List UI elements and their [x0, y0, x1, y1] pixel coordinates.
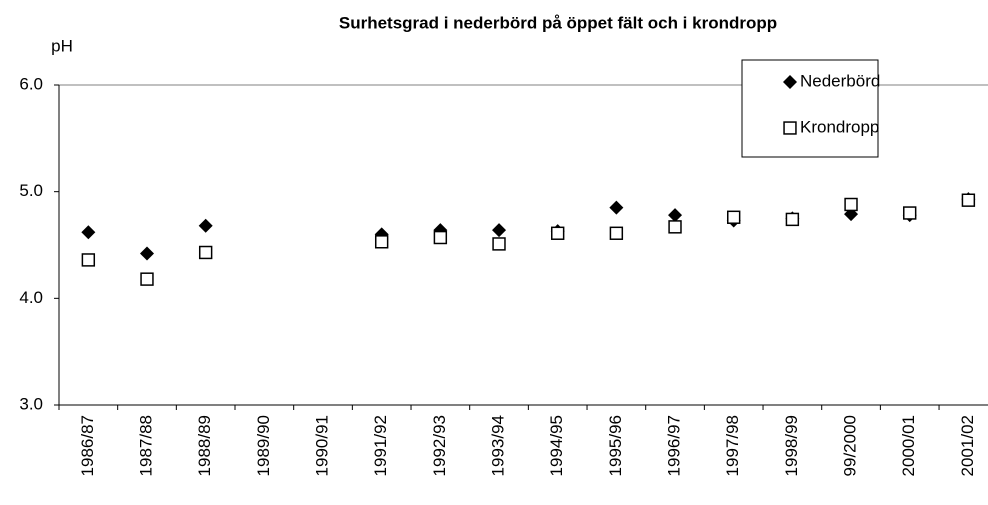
x-tick-label: 1986/87 [78, 415, 97, 476]
x-tick-label: 1990/91 [312, 415, 331, 476]
data-point [727, 210, 741, 224]
data-point [81, 253, 96, 267]
y-tick-label: 5.0 [19, 181, 43, 200]
data-point [374, 235, 389, 249]
data-point [668, 220, 682, 234]
x-tick-label: 1988/89 [195, 415, 214, 476]
x-tick-label: 1996/97 [665, 415, 684, 476]
x-tick-label: 1997/98 [723, 415, 742, 476]
x-tick-label: 1992/93 [430, 415, 449, 476]
legend-label: Nederbörd [800, 71, 880, 90]
data-point [550, 226, 565, 240]
legend-marker [783, 121, 797, 135]
y-axis-label: pH [51, 36, 73, 55]
data-point [844, 197, 858, 212]
x-tick-label: 1995/96 [606, 415, 625, 476]
data-point [140, 246, 155, 261]
legend-box [741, 59, 879, 158]
x-tick-label: 1991/92 [371, 415, 390, 476]
data-point [81, 225, 96, 240]
data-point [140, 272, 154, 286]
y-tick-label: 6.0 [19, 74, 43, 93]
data-point [609, 200, 624, 215]
data-point [609, 226, 624, 240]
data-point [668, 208, 683, 223]
data-point [492, 237, 506, 251]
x-tick-label: 2001/02 [958, 415, 977, 476]
x-tick-label: 1987/88 [136, 415, 155, 476]
x-tick-label: 1998/99 [782, 415, 801, 476]
data-point [198, 245, 213, 260]
x-tick-label: 1994/95 [547, 415, 566, 476]
x-tick-label: 2000/01 [899, 415, 918, 476]
x-tick-label: 1989/90 [254, 415, 273, 476]
x-tick-label: 1993/94 [489, 415, 508, 476]
legend-marker [783, 75, 797, 89]
data-point [903, 206, 917, 220]
data-point [961, 193, 976, 207]
x-tick-label: 99/2000 [841, 415, 860, 476]
y-tick-label: 4.0 [19, 288, 43, 307]
data-point [785, 212, 800, 227]
data-point [198, 218, 213, 233]
data-point [433, 230, 448, 245]
data-point [492, 223, 507, 238]
legend-label: Krondropp [800, 117, 879, 136]
y-tick-label: 3.0 [19, 394, 43, 413]
chart-title: Surhetsgrad i nederbörd på öppet fält oc… [339, 13, 777, 32]
